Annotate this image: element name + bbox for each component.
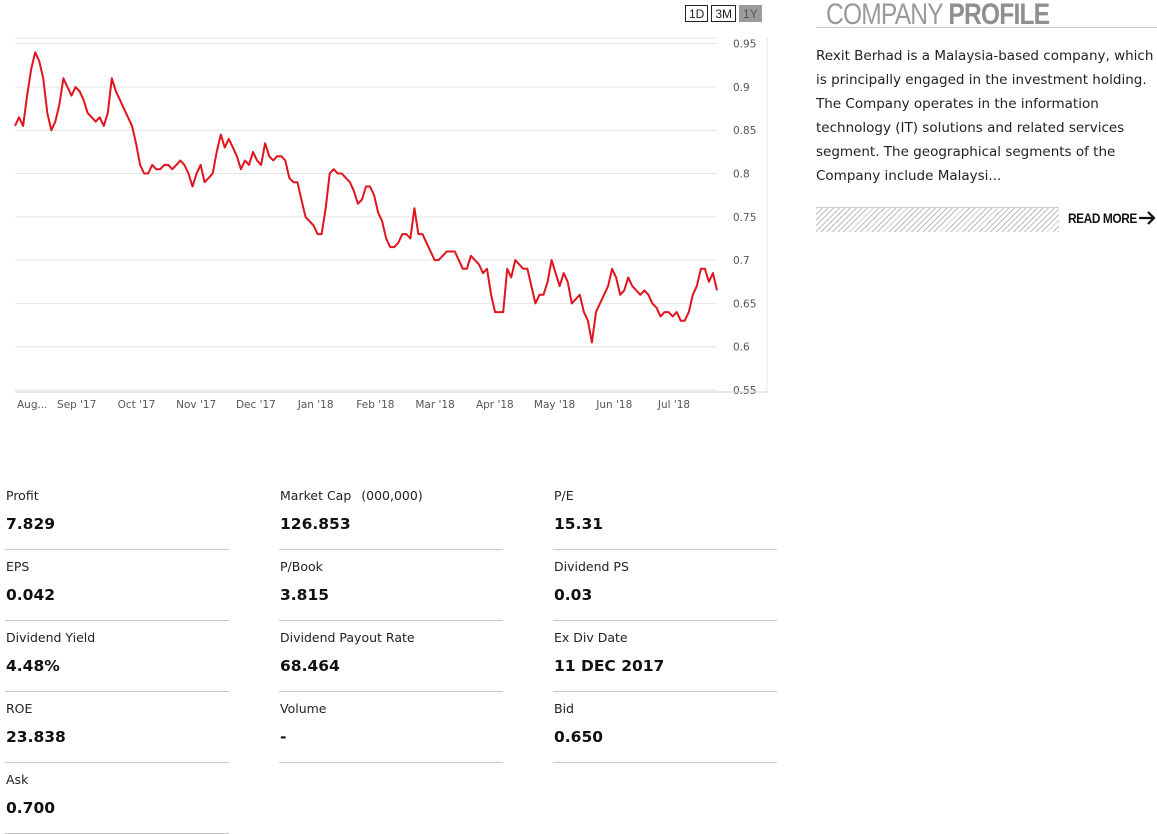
stat-label: Market Cap (000,000): [280, 488, 423, 503]
y-tick-label: 0.85: [733, 125, 756, 137]
profile-title: COMPANY PROFILE: [826, 0, 1097, 30]
stat-label: Profit: [6, 488, 39, 503]
stat-value: 126.853: [280, 515, 351, 533]
stat-value: 11 DEC 2017: [554, 657, 665, 675]
x-tick-label: Mar '18: [415, 399, 454, 411]
profile-divider: [816, 27, 1157, 28]
x-tick-label: Dec '17: [236, 399, 276, 411]
read-more-row: READ MORE: [816, 207, 1157, 232]
stat-label: ROE: [6, 701, 33, 716]
company-profile: COMPANY PROFILE Rexit Berhad is a Malays…: [816, 0, 1157, 232]
price-line: [14, 51, 718, 344]
stat-market-cap: Market Cap (000,000) 126.853: [279, 478, 503, 550]
x-tick-label: Nov '17: [176, 399, 216, 411]
arrow-right-icon[interactable]: [1138, 209, 1156, 227]
stat-label: Dividend Payout Rate: [280, 630, 415, 645]
range-3m-button[interactable]: 3M: [711, 5, 737, 22]
range-1d-button[interactable]: 1D: [685, 5, 709, 22]
stat-p-book: P/Book 3.815: [279, 549, 503, 621]
x-tick-label: Jun '18: [595, 399, 632, 411]
stat-value: -: [280, 728, 287, 746]
stat-label: P/Book: [280, 559, 323, 574]
stat-value: 15.31: [554, 515, 604, 533]
stat-value: 7.829: [6, 515, 56, 533]
y-tick-label: 0.7: [733, 255, 750, 267]
x-tick-label: Oct '17: [118, 399, 156, 411]
y-tick-label: 0.65: [733, 298, 756, 310]
stat-value: 0.700: [6, 799, 56, 817]
stat-value: 68.464: [280, 657, 340, 675]
y-tick-label: 0.95: [733, 39, 756, 51]
stat-volume: Volume -: [279, 691, 503, 763]
stat-dividend-ps: Dividend PS 0.03: [553, 549, 777, 621]
x-tick-label: Apr '18: [476, 399, 514, 411]
stat-label: P/E: [554, 488, 574, 503]
stat-label-text: Market Cap: [280, 488, 352, 503]
stat-unit: (000,000): [361, 488, 423, 503]
y-tick-label: 0.8: [733, 169, 750, 181]
stat-dividend-yield: Dividend Yield 4.48%: [5, 620, 229, 692]
stat-label: Dividend Yield: [6, 630, 96, 645]
x-tick-label: Jan '18: [297, 399, 334, 411]
stat-label: Bid: [554, 701, 574, 716]
profile-title-light: COMPANY: [826, 0, 943, 31]
x-tick-label: May '18: [534, 399, 575, 411]
hatch-decoration: [816, 207, 1059, 232]
stat-eps: EPS 0.042: [5, 549, 229, 621]
x-tick-label: Aug...: [17, 399, 48, 411]
stat-profit: Profit 7.829: [5, 478, 229, 550]
chart-range-selector: 1D 3M 1Y: [685, 5, 762, 22]
stat-dividend-payout-rate: Dividend Payout Rate 68.464: [279, 620, 503, 692]
stat-roe: ROE 23.838: [5, 691, 229, 763]
x-tick-label: Sep '17: [57, 399, 96, 411]
x-tick-label: Feb '18: [356, 399, 394, 411]
stat-value: 0.03: [554, 586, 593, 604]
stat-value: 0.042: [6, 586, 56, 604]
stat-value: 0.650: [554, 728, 604, 746]
range-1y-button[interactable]: 1Y: [739, 5, 762, 22]
y-tick-label: 0.75: [733, 212, 756, 224]
stat-label: EPS: [6, 559, 30, 574]
stat-bid: Bid 0.650: [553, 691, 777, 763]
stat-label: Volume: [280, 701, 327, 716]
price-chart[interactable]: 0.95 0.9 0.85 0.8 0.75 0.7 0.65 0.6 0.55 Aug... Se…: [0, 30, 780, 420]
read-more-link[interactable]: READ MORE: [1068, 210, 1137, 226]
stat-label: Ask: [6, 772, 29, 787]
y-tick-label: 0.9: [733, 82, 750, 94]
stat-value: 3.815: [280, 586, 330, 604]
y-tick-label: 0.55: [733, 385, 756, 397]
stat-label: Dividend PS: [554, 559, 629, 574]
stat-value: 23.838: [6, 728, 66, 746]
stat-pe: P/E 15.31: [553, 478, 777, 550]
profile-title-bold: PROFILE: [948, 0, 1050, 31]
profile-description: Rexit Berhad is a Malaysia-based company…: [816, 48, 1154, 184]
stat-value: 4.48%: [6, 657, 60, 675]
stat-ex-div-date: Ex Div Date 11 DEC 2017: [553, 620, 777, 692]
x-tick-label: Jul '18: [657, 399, 690, 411]
stat-ask: Ask 0.700: [5, 762, 229, 834]
y-tick-label: 0.6: [733, 342, 750, 354]
stat-label: Ex Div Date: [554, 630, 628, 645]
